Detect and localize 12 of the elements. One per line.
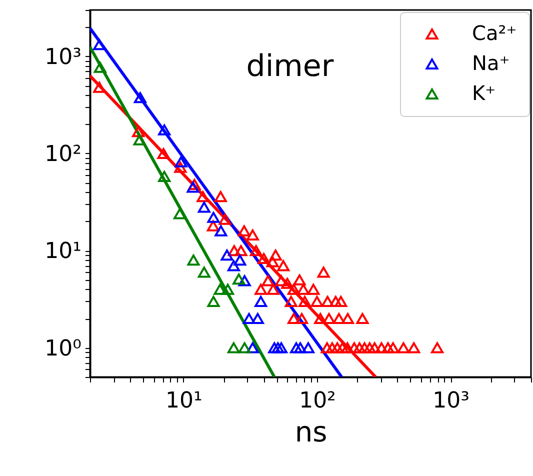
x-axis-title: ns <box>294 416 328 448</box>
legend-label: Ca²⁺ <box>472 21 517 45</box>
y-tick-label: 10³ <box>44 44 82 70</box>
annotation: dimer <box>246 49 334 84</box>
y-tick-label: 10¹ <box>44 239 82 264</box>
x-tick-label: 10² <box>299 388 336 414</box>
y-tick-label: 10² <box>44 142 82 167</box>
legend-label: Na⁺ <box>472 51 510 75</box>
legend-label: K⁺ <box>472 81 496 105</box>
y-tick-label: 10⁰ <box>44 336 82 362</box>
x-tick-label: 10³ <box>432 388 470 414</box>
x-tick-label: 10¹ <box>165 388 202 414</box>
